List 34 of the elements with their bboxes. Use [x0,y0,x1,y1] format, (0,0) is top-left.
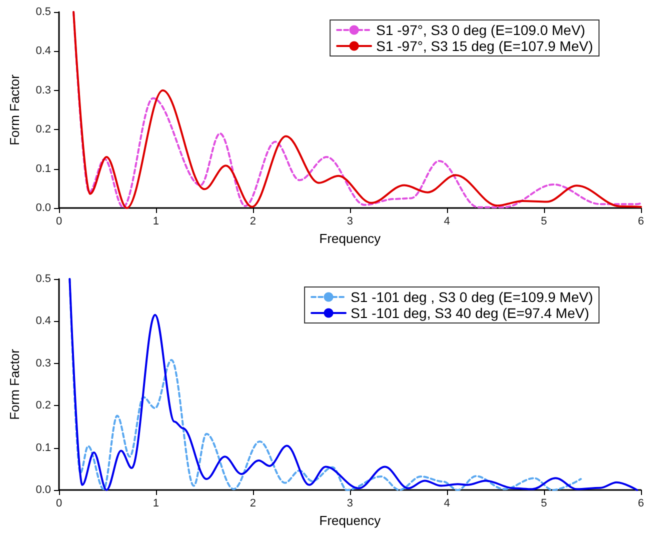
y-tick-label: 0.4 [36,315,51,328]
x-tick-label: 3 [346,216,354,228]
x-tick-label: 5 [540,216,548,228]
y-tick-label: 0.4 [36,45,51,58]
legend-label: S1 -97°, S3 15 deg (E=107.9 MeV) [376,38,594,54]
legend-label: S1 -97°, S3 0 deg (E=109.0 MeV) [376,22,586,38]
legend-label: S1 -101 deg , S3 0 deg (E=109.9 MeV) [350,289,593,305]
x-axis-title: Frequency [319,230,382,246]
y-tick-label: 0.5 [36,273,51,285]
y-tick-label: 0.2 [36,400,51,412]
legend-label: S1 -101 deg, S3 40 deg (E=97.4 MeV) [350,305,590,321]
x-tick-label: 5 [540,498,548,510]
x-tick-label: 0 [56,216,62,228]
y-axis-title: Form Factor [7,74,22,146]
y-tick-label: 0.1 [36,162,51,175]
x-tick-label: 3 [346,498,354,510]
x-tick-label: 2 [250,498,256,510]
x-tick-label: 2 [250,216,256,228]
y-tick-label: 0.0 [36,484,51,496]
y-tick-label: 0.2 [36,124,51,136]
y-tick-label: 0.5 [36,6,51,18]
x-tick-label: 4 [444,216,450,228]
x-tick-label: 0 [56,498,62,510]
y-tick-label: 0.3 [36,84,51,96]
x-tick-label: 1 [152,216,160,228]
y-tick-label: 0.3 [36,357,51,370]
y-tick-label: 0.0 [36,202,51,214]
x-tick-label: 6 [638,216,644,228]
x-tick-label: 4 [444,498,450,510]
x-tick-label: 6 [638,498,644,510]
y-tick-label: 0.1 [36,442,51,454]
x-tick-label: 1 [152,498,160,510]
x-axis-title: Frequency [319,512,382,528]
y-axis-title: Form Factor [7,348,22,420]
